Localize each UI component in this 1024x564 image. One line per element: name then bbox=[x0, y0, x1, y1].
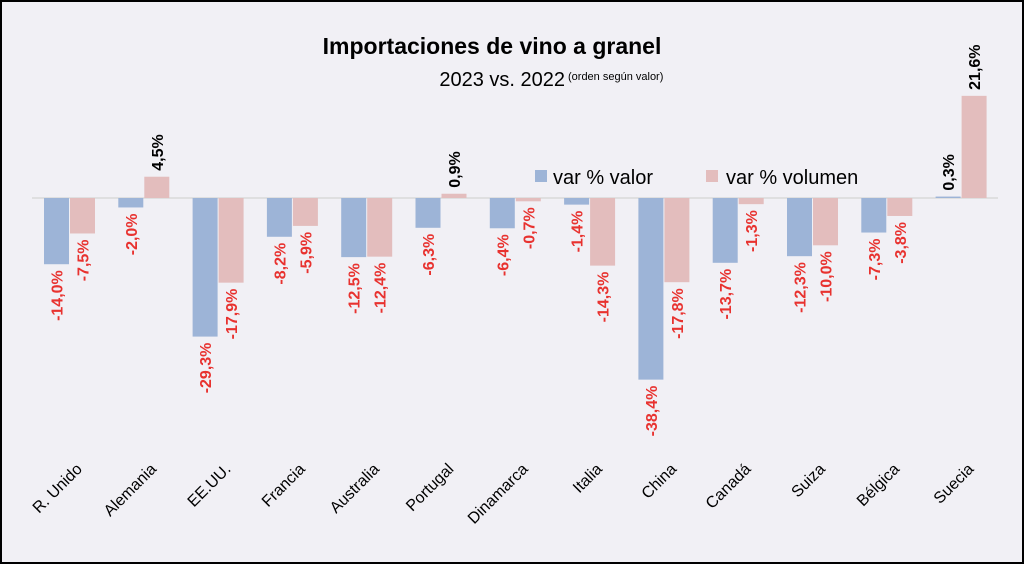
legend: var % valor var % volumen bbox=[535, 167, 858, 189]
bar-valor bbox=[489, 198, 515, 229]
data-label: -12,4% bbox=[373, 263, 390, 314]
data-label: -1,4% bbox=[570, 211, 587, 253]
data-label: -2,0% bbox=[124, 213, 141, 255]
bar-valor bbox=[564, 198, 590, 205]
chart-title: Importaciones de vino a granel bbox=[323, 33, 662, 59]
bar-volumen bbox=[664, 198, 690, 283]
data-label: -38,4% bbox=[644, 386, 661, 437]
legend-swatch-volumen bbox=[706, 170, 718, 182]
data-label: -1,3% bbox=[744, 210, 761, 252]
bar-volumen bbox=[813, 198, 838, 246]
data-label: -12,5% bbox=[347, 263, 364, 314]
bar-valor bbox=[44, 198, 69, 265]
data-label: -29,3% bbox=[198, 343, 215, 394]
data-label: -17,8% bbox=[670, 288, 687, 339]
data-label: -7,5% bbox=[76, 239, 93, 281]
category-label: Francia bbox=[259, 461, 309, 511]
category-label: Australia bbox=[327, 461, 383, 517]
category-label: R. Unido bbox=[30, 461, 86, 517]
category-label: Dinamarca bbox=[465, 461, 532, 528]
category-label: Bélgica bbox=[854, 461, 903, 510]
bar-valor bbox=[935, 196, 961, 198]
bar-volumen bbox=[292, 198, 318, 226]
data-label: -10,0% bbox=[819, 251, 836, 302]
legend-label-valor: var % valor bbox=[553, 167, 653, 189]
data-label: -14,0% bbox=[50, 270, 67, 321]
data-label: 21,6% bbox=[967, 44, 984, 89]
category-label: Portugal bbox=[403, 461, 457, 515]
bar-volumen bbox=[515, 198, 541, 202]
bar-volumen bbox=[590, 198, 616, 266]
bar-valor bbox=[341, 198, 367, 258]
category-label: EE.UU. bbox=[185, 461, 235, 511]
bar-valor bbox=[861, 198, 887, 233]
data-label: -6,3% bbox=[421, 234, 438, 276]
data-label: -14,3% bbox=[596, 272, 613, 323]
data-label: -8,2% bbox=[272, 243, 289, 285]
category-label: Suiza bbox=[789, 461, 829, 501]
category-label: Suecia bbox=[931, 461, 978, 508]
data-label: -17,9% bbox=[224, 289, 241, 340]
bar-valor bbox=[415, 198, 441, 228]
bar-valor bbox=[118, 198, 144, 208]
bar-volumen bbox=[70, 198, 95, 234]
chart-subtitle: 2023 vs. 2022 bbox=[439, 69, 565, 91]
chart-subtitle-note: (orden según valor) bbox=[568, 71, 663, 83]
category-label: China bbox=[639, 461, 681, 503]
bar-valor bbox=[192, 198, 218, 337]
category-label: Italia bbox=[570, 461, 606, 497]
bar-volumen bbox=[887, 198, 913, 216]
bar-valor bbox=[787, 198, 812, 257]
bar-volumen bbox=[961, 95, 987, 198]
legend-swatch-valor bbox=[535, 170, 547, 182]
bar-valor bbox=[712, 198, 738, 263]
data-label: -7,3% bbox=[867, 239, 884, 281]
bar-volumen bbox=[367, 198, 393, 257]
bar-valor bbox=[638, 198, 664, 380]
bar-volumen bbox=[738, 198, 764, 205]
data-label: 0,3% bbox=[941, 154, 958, 190]
data-label: -5,9% bbox=[298, 232, 315, 274]
category-label: Alemania bbox=[101, 461, 160, 520]
category-label: Canadá bbox=[703, 461, 755, 513]
data-label: -6,4% bbox=[495, 234, 512, 276]
data-label: 4,5% bbox=[150, 134, 167, 170]
data-label: 0,9% bbox=[447, 151, 464, 187]
bar-valor bbox=[266, 198, 292, 237]
bar-volumen bbox=[441, 193, 467, 198]
bar-volumen bbox=[144, 176, 170, 198]
legend-label-volumen: var % volumen bbox=[726, 167, 858, 189]
bar-volumen bbox=[218, 198, 244, 283]
data-label: -3,8% bbox=[893, 222, 910, 264]
data-label: -0,7% bbox=[521, 207, 538, 249]
data-label: -12,3% bbox=[793, 262, 810, 313]
data-label: -13,7% bbox=[718, 269, 735, 320]
